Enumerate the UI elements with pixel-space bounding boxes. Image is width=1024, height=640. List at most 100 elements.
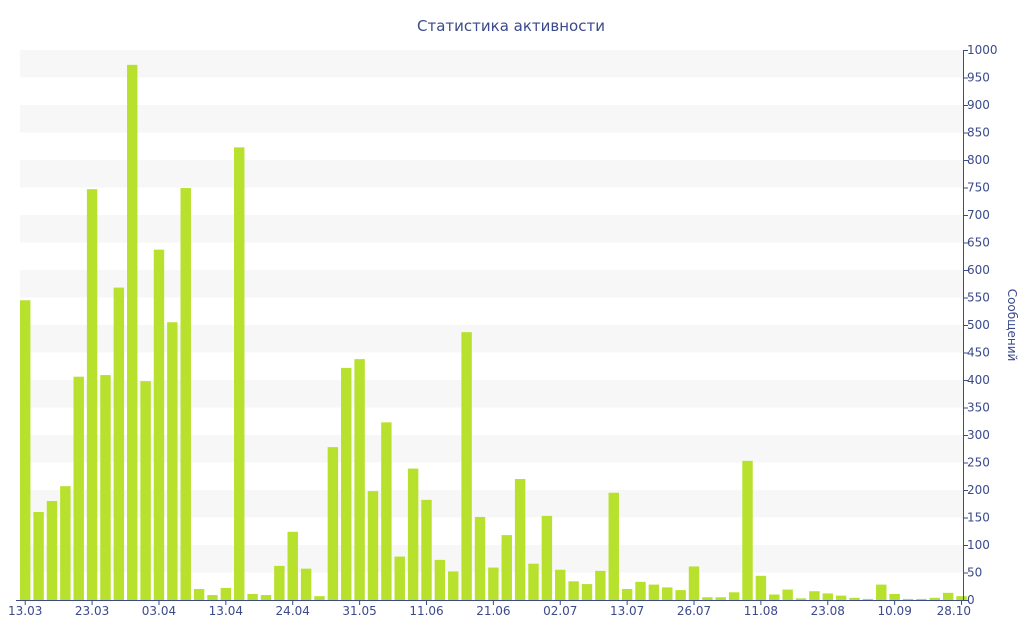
y-tick-label: 600 [967, 263, 990, 277]
bar [260, 595, 272, 600]
bar [140, 381, 151, 600]
y-tick-label: 500 [967, 318, 990, 332]
bar [581, 584, 593, 600]
bar [956, 596, 967, 600]
bar [367, 491, 379, 600]
bar [448, 571, 459, 600]
bar [541, 515, 553, 600]
y-tick-label: 150 [967, 511, 990, 525]
bar [100, 375, 111, 600]
y-tick-label: 850 [967, 126, 990, 140]
x-tick-label: 21.06 [476, 604, 510, 618]
bar [608, 492, 619, 600]
bar [621, 589, 633, 600]
bar [341, 367, 352, 600]
bar [33, 512, 44, 600]
bar [73, 376, 84, 600]
bar [595, 570, 606, 600]
y-axis-label: Сообщений [1005, 289, 1019, 362]
y-tick-label: 250 [967, 456, 990, 470]
bar [193, 589, 205, 600]
bar [648, 584, 660, 600]
x-tick-label: 11.08 [744, 604, 778, 618]
bar [514, 479, 526, 600]
bar [60, 486, 71, 600]
y-tick-label: 300 [967, 428, 990, 442]
bar [287, 531, 298, 600]
bar [942, 592, 954, 600]
x-tick-label: 03.04 [142, 604, 176, 618]
grid-band [20, 50, 963, 78]
bar [849, 597, 860, 600]
bar [300, 568, 312, 600]
bar [809, 591, 820, 600]
x-tick-label: 26.07 [677, 604, 711, 618]
bar [568, 581, 579, 600]
bar [434, 559, 446, 600]
y-tick-label: 550 [967, 291, 990, 305]
bar [728, 592, 740, 600]
bar [769, 594, 780, 600]
bar [180, 188, 191, 601]
chart-title: Статистика активности [417, 17, 605, 35]
y-tick-label: 950 [967, 71, 990, 85]
y-tick-label: 700 [967, 208, 990, 222]
y-tick-label: 750 [967, 181, 990, 195]
bar [274, 565, 285, 600]
bar [795, 598, 807, 600]
bar [635, 581, 646, 600]
grid-band [20, 160, 963, 188]
bar [394, 556, 405, 600]
y-tick-label: 400 [967, 373, 990, 387]
y-tick-label: 200 [967, 483, 990, 497]
grid-band [20, 105, 963, 133]
x-tick-label: 23.08 [811, 604, 845, 618]
bar [354, 359, 365, 600]
bar [153, 249, 165, 600]
x-tick-label: 13.03 [8, 604, 42, 618]
y-tick-label: 50 [967, 566, 982, 580]
bar [876, 584, 887, 600]
bar [474, 516, 486, 600]
bar [755, 575, 767, 600]
grid-band [20, 215, 963, 243]
bar [675, 590, 686, 600]
y-tick-label: 900 [967, 98, 990, 112]
bar [715, 597, 726, 600]
bar [662, 587, 673, 600]
bar [555, 569, 566, 600]
y-tick-label: 450 [967, 346, 990, 360]
bar [247, 593, 258, 600]
bar [167, 322, 178, 600]
bar [220, 587, 232, 600]
x-tick-label: 10.09 [877, 604, 911, 618]
bar [528, 563, 539, 600]
bar [461, 332, 472, 600]
x-tick-label: 24.04 [276, 604, 310, 618]
bar [929, 597, 940, 600]
bar [46, 501, 58, 600]
bar [207, 595, 218, 600]
bar [862, 598, 874, 600]
bar [113, 287, 125, 600]
bar [782, 589, 793, 600]
bar [822, 593, 833, 600]
bar [835, 595, 847, 600]
x-tick-label: 13.04 [209, 604, 243, 618]
y-tick-label: 1000 [967, 43, 998, 57]
x-tick-label: 13.07 [610, 604, 644, 618]
y-tick-label: 650 [967, 236, 990, 250]
x-tick-label: 23.03 [75, 604, 109, 618]
y-tick-label: 350 [967, 401, 990, 415]
y-tick-label: 800 [967, 153, 990, 167]
bar [688, 566, 700, 600]
bar [916, 598, 927, 600]
bar [20, 300, 31, 600]
bar [381, 422, 392, 600]
x-tick-label: 28.10 [937, 604, 971, 618]
bar [889, 593, 900, 600]
bar [86, 189, 98, 600]
bar [742, 460, 753, 600]
